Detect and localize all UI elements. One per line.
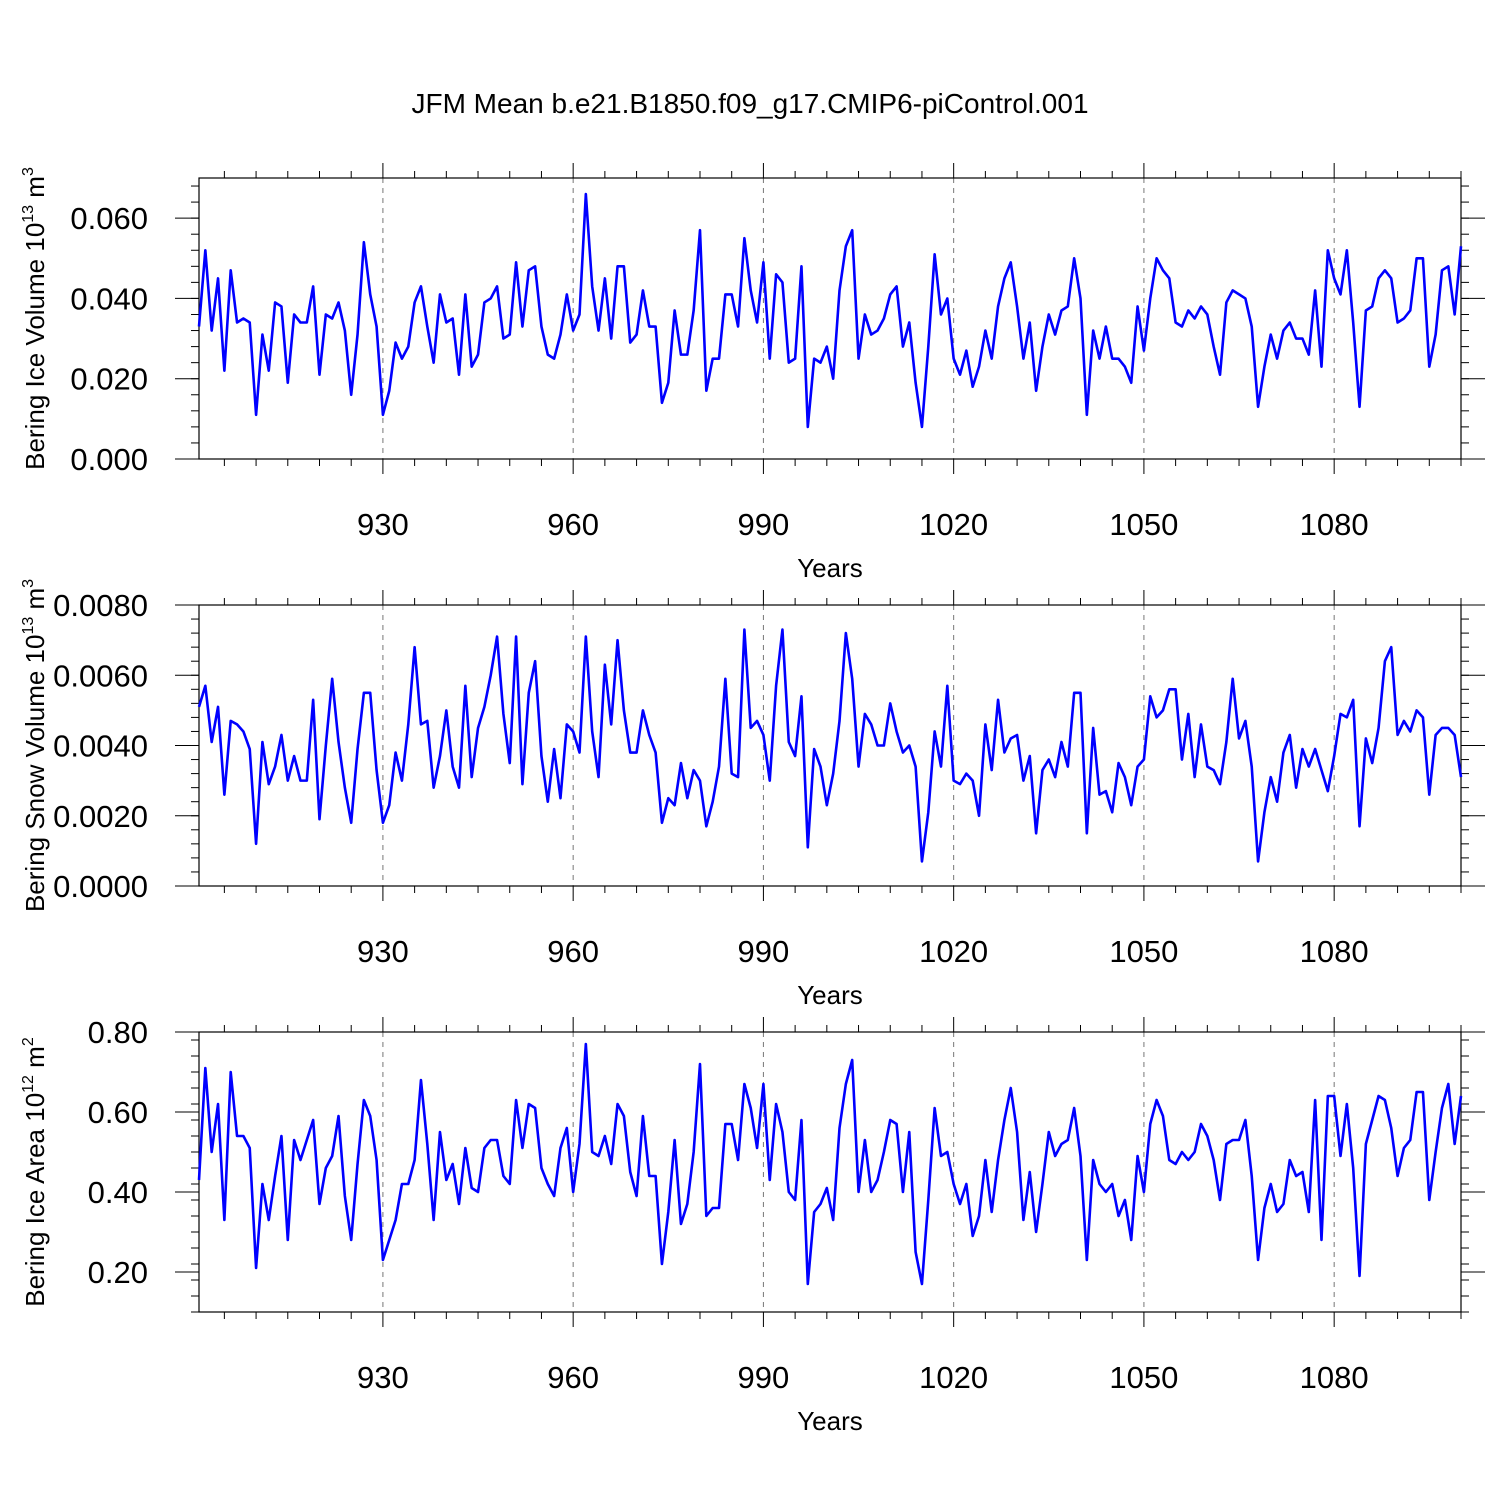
y-tick-label: 0.0020	[53, 799, 148, 834]
x-tick-label: 960	[547, 934, 599, 969]
x-axis-label: Years	[797, 1406, 863, 1436]
y-axis-label: Bering Ice Area 1012 m2	[20, 1037, 50, 1307]
panels: 930 960 990 1020 1050 1080 0.000 0.020 0.040 0.06…	[20, 163, 1485, 1436]
y-tick-label: 0.0060	[53, 658, 148, 693]
x-tick-label: 1080	[1300, 1360, 1369, 1395]
x-tick-label: 1020	[919, 1360, 988, 1395]
y-tick-label: 0.60	[88, 1095, 148, 1130]
x-tick-label: 930	[357, 507, 409, 542]
x-tick-label: 1080	[1300, 507, 1369, 542]
panel-3: 930 960 990 1020 1050 1080 0.20 0.40 0.60 0.80 Yea…	[20, 1015, 1485, 1436]
x-tick-label: 1080	[1300, 934, 1369, 969]
x-tick-label: 1020	[919, 934, 988, 969]
y-tick-label: 0.0000	[53, 869, 148, 904]
plot-frame	[198, 604, 1462, 887]
y-tick-label: 0.80	[88, 1015, 148, 1050]
x-tick-label: 990	[738, 1360, 790, 1395]
y-tick-label: 0.000	[70, 442, 148, 477]
x-tick-label: 1020	[919, 507, 988, 542]
y-tick-label: 0.40	[88, 1175, 148, 1210]
x-tick-label: 1050	[1109, 1360, 1178, 1395]
y-axis-label: Bering Snow Volume 1013 m3	[20, 579, 50, 912]
x-tick-label: 990	[738, 934, 790, 969]
figure-title: JFM Mean b.e21.B1850.f09_g17.CMIP6-piCon…	[411, 88, 1088, 119]
y-tick-label: 0.040	[70, 281, 148, 316]
panel-2: 930 960 990 1020 1050 1080 0.0000 0.0020 0.0040 0…	[20, 579, 1485, 1010]
x-tick-label: 930	[357, 934, 409, 969]
series-line	[197, 192, 1463, 429]
series-line	[197, 1042, 1463, 1286]
x-tick-label: 1050	[1109, 934, 1178, 969]
x-tick-label: 960	[547, 507, 599, 542]
x-tick-label: 930	[357, 1360, 409, 1395]
y-axis-label: Bering Ice Volume 1013 m3	[20, 167, 50, 470]
y-tick-label: 0.20	[88, 1255, 148, 1290]
y-tick-label: 0.0040	[53, 729, 148, 764]
series-line	[197, 628, 1463, 863]
x-tick-label: 990	[738, 507, 790, 542]
x-axis-label: Years	[797, 553, 863, 583]
y-tick-label: 0.020	[70, 362, 148, 397]
y-tick-label: 0.0080	[53, 588, 148, 623]
panel-1: 930 960 990 1020 1050 1080 0.000 0.020 0.040 0.06…	[20, 163, 1485, 583]
plot-frame	[198, 177, 1462, 460]
y-tick-label: 0.060	[70, 201, 148, 236]
x-axis-label: Years	[797, 980, 863, 1010]
plot-frame	[198, 1031, 1462, 1313]
x-tick-label: 960	[547, 1360, 599, 1395]
x-tick-label: 1050	[1109, 507, 1178, 542]
